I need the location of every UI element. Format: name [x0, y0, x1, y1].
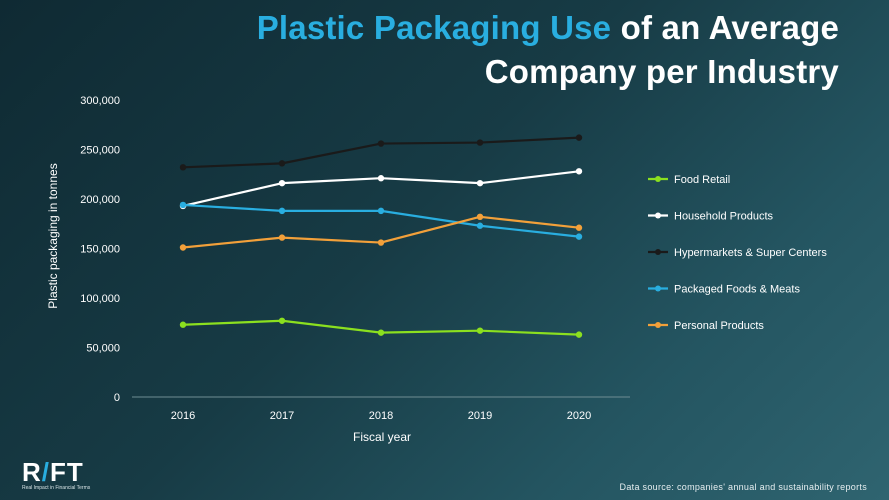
legend-swatch-marker	[655, 212, 661, 219]
x-tick-label: 2019	[468, 410, 492, 422]
data-point	[179, 244, 187, 251]
legend-swatch-marker	[655, 322, 661, 328]
data-point	[575, 233, 583, 240]
data-point	[377, 239, 385, 246]
x-tick-label: 2020	[567, 410, 591, 422]
title-rest: of an Average	[611, 9, 839, 46]
legend-label: Personal Products	[674, 320, 764, 332]
data-point	[575, 134, 583, 141]
legend-label: Food Retail	[674, 174, 730, 186]
y-tick-label: 100,000	[80, 293, 120, 305]
x-tick-label: 2016	[171, 410, 195, 422]
data-point	[278, 207, 286, 215]
data-point	[278, 317, 286, 324]
legend-swatch-marker	[655, 285, 661, 292]
y-tick-label: 150,000	[80, 244, 120, 256]
data-point	[377, 175, 385, 182]
y-axis-title: Plastic packaging in tonnes	[46, 163, 60, 308]
data-point	[278, 234, 286, 241]
data-point	[278, 160, 286, 167]
data-point	[575, 331, 583, 338]
title-line2: Company per Industry	[484, 53, 839, 90]
y-tick-label: 200,000	[80, 194, 120, 206]
data-point	[377, 329, 385, 336]
data-point	[476, 327, 484, 334]
legend-label: Household Products	[674, 211, 774, 223]
y-tick-label: 300,000	[80, 95, 120, 107]
data-point	[179, 321, 187, 328]
x-tick-label: 2018	[369, 410, 393, 422]
data-point	[377, 140, 385, 147]
legend-swatch-marker	[655, 176, 661, 182]
data-point	[575, 224, 583, 231]
legend-label: Packaged Foods & Meats	[674, 284, 800, 296]
data-point	[476, 139, 484, 146]
data-point	[476, 213, 484, 221]
y-tick-label: 250,000	[80, 145, 120, 157]
data-point	[278, 179, 286, 187]
x-axis-title: Fiscal year	[353, 430, 411, 444]
rft-logo: R/FT Real Impact in Financial Terms	[22, 457, 91, 491]
data-point	[179, 201, 187, 209]
x-tick-label: 2017	[270, 410, 294, 422]
logo-tagline: Real Impact in Financial Terms	[22, 485, 91, 491]
data-point	[476, 222, 484, 229]
title-accent: Plastic Packaging Use	[256, 9, 612, 46]
y-tick-label: 0	[114, 392, 120, 404]
chart-title: Plastic Packaging Use of an Average Comp…	[139, 6, 839, 94]
data-source-note: Data source: companies' annual and susta…	[619, 482, 867, 492]
legend-swatch-marker	[655, 249, 661, 255]
logo-mark: R/FT	[22, 457, 84, 487]
y-tick-label: 50,000	[86, 343, 120, 355]
data-point	[377, 207, 385, 215]
data-point	[179, 164, 187, 171]
data-point	[476, 179, 484, 187]
data-point	[575, 168, 583, 175]
legend-label: Hypermarkets & Super Centers	[674, 247, 827, 259]
